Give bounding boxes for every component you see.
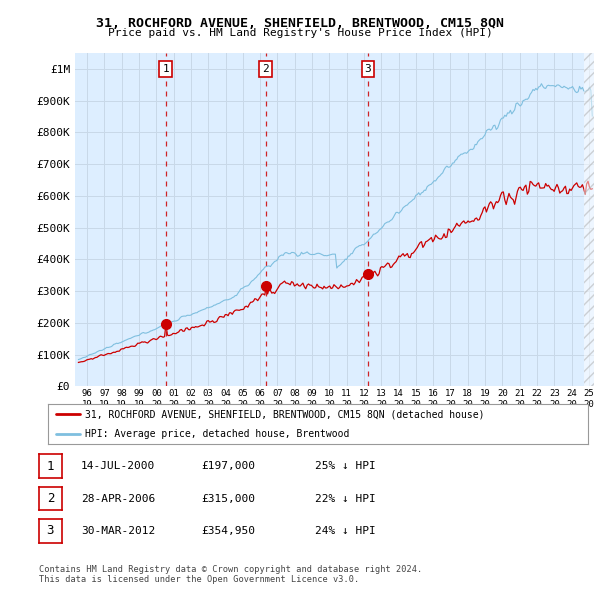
Text: 22% ↓ HPI: 22% ↓ HPI [315,494,376,503]
Text: HPI: Average price, detached house, Brentwood: HPI: Average price, detached house, Bren… [85,429,349,438]
Text: 2: 2 [47,492,54,505]
Text: Price paid vs. HM Land Registry's House Price Index (HPI): Price paid vs. HM Land Registry's House … [107,28,493,38]
Text: 1: 1 [47,460,54,473]
Text: 30-MAR-2012: 30-MAR-2012 [81,526,155,536]
Text: 31, ROCHFORD AVENUE, SHENFIELD, BRENTWOOD, CM15 8QN: 31, ROCHFORD AVENUE, SHENFIELD, BRENTWOO… [96,17,504,30]
Text: 14-JUL-2000: 14-JUL-2000 [81,461,155,471]
Text: 25% ↓ HPI: 25% ↓ HPI [315,461,376,471]
Text: 3: 3 [47,525,54,537]
Text: 24% ↓ HPI: 24% ↓ HPI [315,526,376,536]
Text: 31, ROCHFORD AVENUE, SHENFIELD, BRENTWOOD, CM15 8QN (detached house): 31, ROCHFORD AVENUE, SHENFIELD, BRENTWOO… [85,409,484,419]
Text: Contains HM Land Registry data © Crown copyright and database right 2024.
This d: Contains HM Land Registry data © Crown c… [39,565,422,584]
Text: 28-APR-2006: 28-APR-2006 [81,494,155,503]
Text: £197,000: £197,000 [201,461,255,471]
Text: £315,000: £315,000 [201,494,255,503]
Text: 2: 2 [262,64,269,74]
Text: £354,950: £354,950 [201,526,255,536]
Text: 3: 3 [365,64,371,74]
Text: 1: 1 [162,64,169,74]
